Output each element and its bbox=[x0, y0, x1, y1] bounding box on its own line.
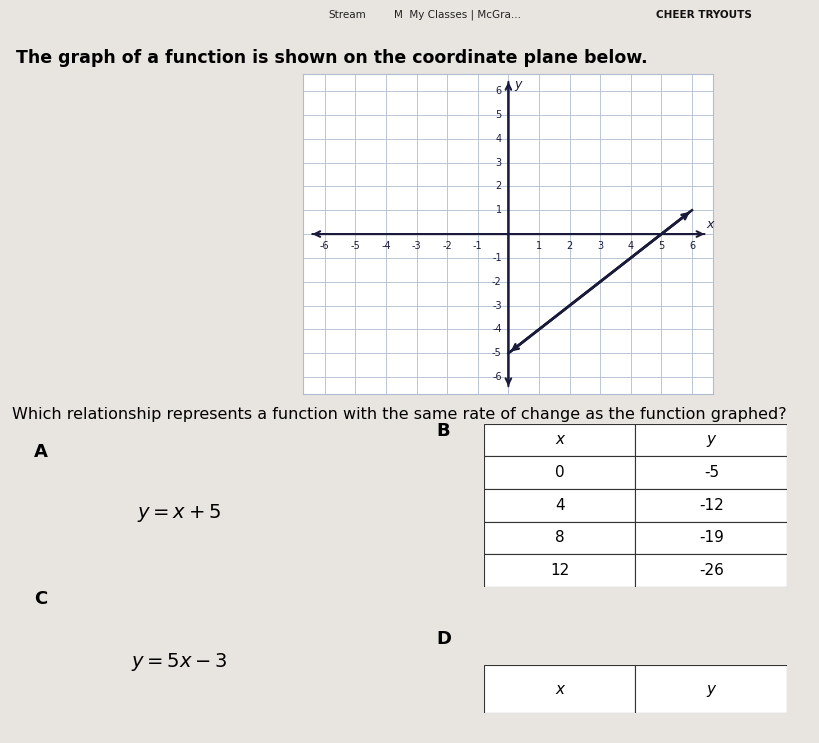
Text: -3: -3 bbox=[491, 301, 501, 311]
Bar bbox=[635, 424, 786, 456]
Text: 12: 12 bbox=[550, 563, 568, 578]
Text: -1: -1 bbox=[473, 241, 482, 250]
Text: $y = x + 5$: $y = x + 5$ bbox=[137, 502, 221, 524]
Text: B: B bbox=[436, 422, 450, 440]
Text: $y = 5x - 3$: $y = 5x - 3$ bbox=[130, 652, 227, 673]
Text: x: x bbox=[554, 681, 563, 697]
Text: 4: 4 bbox=[627, 241, 633, 250]
Bar bbox=[483, 489, 635, 522]
Text: 2: 2 bbox=[566, 241, 572, 250]
Text: -4: -4 bbox=[491, 325, 501, 334]
Text: y: y bbox=[706, 681, 715, 697]
Text: 2: 2 bbox=[495, 181, 501, 192]
Text: A: A bbox=[34, 443, 48, 461]
Text: -19: -19 bbox=[698, 531, 723, 545]
Text: -6: -6 bbox=[319, 241, 329, 250]
Text: 3: 3 bbox=[596, 241, 603, 250]
Text: x: x bbox=[706, 218, 713, 231]
Text: -5: -5 bbox=[703, 465, 718, 480]
Text: -6: -6 bbox=[491, 372, 501, 382]
Text: D: D bbox=[436, 630, 450, 648]
Text: -3: -3 bbox=[411, 241, 421, 250]
Bar bbox=[483, 456, 635, 489]
Text: 0: 0 bbox=[554, 465, 563, 480]
Text: -2: -2 bbox=[491, 276, 501, 287]
Bar bbox=[635, 456, 786, 489]
Text: 3: 3 bbox=[495, 158, 501, 167]
Bar bbox=[635, 665, 786, 713]
Text: -1: -1 bbox=[491, 253, 501, 263]
Bar bbox=[483, 665, 635, 713]
Text: 6: 6 bbox=[688, 241, 695, 250]
Text: Which relationship represents a function with the same rate of change as the fun: Which relationship represents a function… bbox=[12, 406, 786, 422]
Bar bbox=[483, 554, 635, 587]
Text: -5: -5 bbox=[491, 348, 501, 358]
Text: -2: -2 bbox=[441, 241, 451, 250]
Text: 6: 6 bbox=[495, 86, 501, 96]
Text: -5: -5 bbox=[350, 241, 360, 250]
Bar bbox=[483, 424, 635, 456]
Text: 8: 8 bbox=[554, 531, 563, 545]
Bar bbox=[635, 489, 786, 522]
Text: y: y bbox=[514, 78, 521, 91]
Text: -4: -4 bbox=[381, 241, 391, 250]
Text: y: y bbox=[706, 432, 715, 447]
Text: 1: 1 bbox=[495, 205, 501, 215]
Text: 1: 1 bbox=[536, 241, 541, 250]
Bar bbox=[635, 554, 786, 587]
Text: C: C bbox=[34, 590, 48, 609]
Text: 4: 4 bbox=[554, 498, 563, 513]
Text: x: x bbox=[554, 432, 563, 447]
Text: CHEER TRYOUTS: CHEER TRYOUTS bbox=[655, 10, 751, 20]
Bar bbox=[635, 522, 786, 554]
Text: 5: 5 bbox=[495, 110, 501, 120]
Text: -26: -26 bbox=[698, 563, 723, 578]
Text: M  My Classes | McGra...: M My Classes | McGra... bbox=[393, 10, 520, 20]
Text: -12: -12 bbox=[698, 498, 723, 513]
Text: 5: 5 bbox=[658, 241, 663, 250]
Text: 4: 4 bbox=[495, 134, 501, 143]
Text: Stream: Stream bbox=[328, 10, 365, 20]
Text: The graph of a function is shown on the coordinate plane below.: The graph of a function is shown on the … bbox=[16, 48, 647, 67]
Bar bbox=[483, 522, 635, 554]
